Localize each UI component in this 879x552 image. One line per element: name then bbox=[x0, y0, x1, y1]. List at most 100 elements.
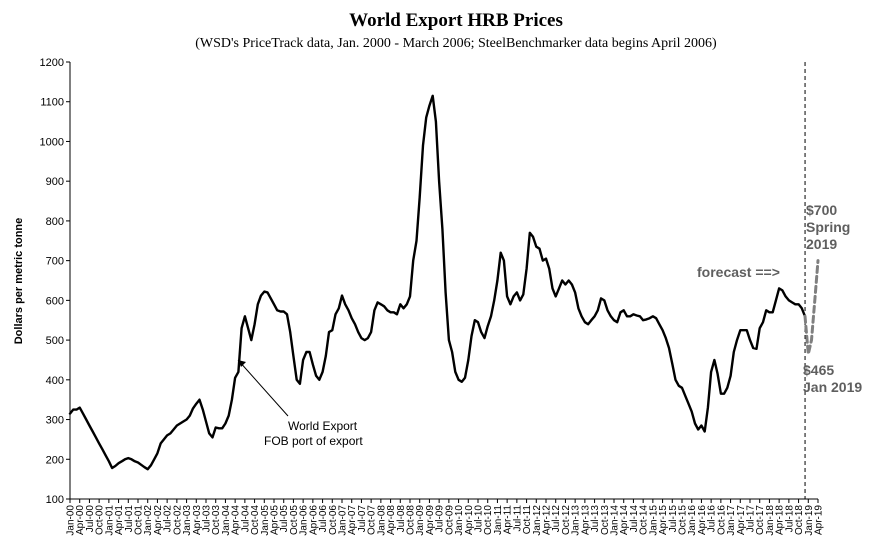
x-tick-label: Jan-00 bbox=[66, 505, 77, 536]
x-tick-label: Apr-06 bbox=[308, 505, 319, 535]
x-tick-label: Oct-01 bbox=[134, 505, 145, 535]
x-tick-label: Oct-15 bbox=[678, 505, 689, 535]
y-tick-label: 300 bbox=[46, 415, 64, 427]
x-tick-label: Jul-02 bbox=[163, 505, 174, 533]
annotation-world-export-line2: FOB port of export bbox=[264, 434, 363, 448]
x-tick-label: Jan-11 bbox=[493, 505, 504, 535]
x-tick-label: Jan-03 bbox=[182, 505, 193, 536]
x-tick-label: Jan-19 bbox=[804, 505, 815, 536]
x-tick-label: Jan-14 bbox=[610, 505, 621, 536]
x-tick-label: Apr-04 bbox=[231, 505, 242, 535]
y-axis-label: Dollars per metric tonne bbox=[13, 218, 25, 345]
x-tick-label: Oct-10 bbox=[483, 505, 494, 535]
x-tick-label: Jul-08 bbox=[396, 505, 407, 533]
x-tick-label: Apr-11 bbox=[503, 505, 514, 535]
x-tick-label: Jan-17 bbox=[726, 505, 737, 536]
x-tick-label: Apr-10 bbox=[464, 505, 475, 535]
axes bbox=[69, 62, 818, 500]
annotation-spring-season: Spring bbox=[806, 219, 850, 235]
x-tick-label: Jan-05 bbox=[260, 505, 271, 536]
x-tick-label: Jul-07 bbox=[357, 505, 368, 533]
x-tick-label: Jan-15 bbox=[648, 505, 659, 536]
y-tick-label: 100 bbox=[46, 494, 64, 506]
x-tick-label: Jan-07 bbox=[338, 505, 349, 536]
x-tick-label: Jul-09 bbox=[435, 505, 446, 533]
x-tick-label: Apr-07 bbox=[347, 505, 358, 535]
x-tick-label: Jul-13 bbox=[590, 505, 601, 533]
chart-subtitle: (WSD's PriceTrack data, Jan. 2000 - Marc… bbox=[195, 36, 717, 51]
x-tick-label: Jul-04 bbox=[240, 505, 251, 533]
annotation-jan-2019: $465 Jan 2019 bbox=[803, 362, 862, 395]
x-tick-label: Apr-19 bbox=[814, 505, 825, 535]
x-tick-label: Jan-12 bbox=[532, 505, 543, 536]
x-tick-label: Oct-11 bbox=[522, 505, 533, 535]
annotation-jan-date: Jan 2019 bbox=[803, 379, 862, 395]
y-tick-label: 400 bbox=[46, 375, 64, 387]
chart-title: World Export HRB Prices bbox=[349, 10, 563, 31]
x-tick-label: Jul-01 bbox=[124, 505, 135, 533]
x-tick-label: Jan-16 bbox=[687, 505, 698, 536]
x-tick-label: Apr-03 bbox=[192, 505, 203, 535]
series-group bbox=[68, 94, 820, 471]
x-tick-label: Jan-04 bbox=[221, 505, 232, 536]
x-tick-label: Jan-13 bbox=[571, 505, 582, 536]
annotation-arrow-line bbox=[237, 359, 289, 417]
x-tick-label: Apr-13 bbox=[580, 505, 591, 535]
x-tick-label: Jan-08 bbox=[376, 505, 387, 536]
x-tick-label: Jan-09 bbox=[415, 505, 426, 536]
x-tick-label: Jul-05 bbox=[279, 505, 290, 533]
y-tick-label: 500 bbox=[46, 335, 64, 347]
x-tick-label: Oct-12 bbox=[561, 505, 572, 535]
annotation-forecast: forecast ==> bbox=[697, 264, 780, 280]
forecast-line bbox=[803, 259, 820, 356]
x-tick-label: Jul-12 bbox=[551, 505, 562, 533]
x-tick-label: Jul-11 bbox=[512, 505, 523, 532]
x-tick-label: Apr-14 bbox=[619, 505, 630, 535]
x-tick-label: Jul-06 bbox=[318, 505, 329, 533]
x-axis-ticks: Jan-00Apr-00Jul-00Oct-00Jan-01Apr-01Jul-… bbox=[66, 499, 825, 536]
x-tick-label: Oct-08 bbox=[406, 505, 417, 535]
y-axis-ticks: 100 200 300 400 500 600 700 800 900 1000 1100 1200 bbox=[40, 57, 70, 506]
x-tick-label: Jul-17 bbox=[746, 505, 757, 533]
x-tick-label: Apr-17 bbox=[736, 505, 747, 535]
annotation-arrowhead bbox=[238, 360, 246, 367]
y-tick-label: 200 bbox=[46, 454, 64, 466]
x-tick-label: Jan-06 bbox=[299, 505, 310, 536]
y-tick-label: 600 bbox=[46, 295, 64, 307]
x-tick-label: Oct-16 bbox=[716, 505, 727, 535]
x-tick-label: Oct-13 bbox=[600, 505, 611, 535]
x-tick-label: Apr-18 bbox=[775, 505, 786, 535]
annotation-spring-price: $700 bbox=[806, 202, 837, 218]
x-tick-label: Jul-03 bbox=[202, 505, 213, 533]
x-tick-label: Apr-15 bbox=[658, 505, 669, 535]
x-tick-label: Oct-04 bbox=[250, 505, 261, 535]
x-tick-label: Jan-01 bbox=[104, 505, 115, 536]
x-tick-label: Oct-14 bbox=[639, 505, 650, 535]
annotation-spring-2019: $700 Spring 2019 bbox=[806, 202, 850, 252]
x-tick-label: Oct-06 bbox=[328, 505, 339, 535]
annotation-jan-price: $465 bbox=[803, 362, 834, 378]
price-line bbox=[68, 94, 807, 471]
x-tick-label: Oct-02 bbox=[172, 505, 183, 535]
y-tick-label: 800 bbox=[46, 216, 64, 228]
x-tick-label: Jul-15 bbox=[668, 505, 679, 533]
x-tick-label: Apr-12 bbox=[542, 505, 553, 535]
y-tick-label: 1000 bbox=[40, 136, 64, 148]
y-tick-label: 1200 bbox=[40, 57, 64, 69]
x-tick-label: Apr-08 bbox=[386, 505, 397, 535]
x-tick-label: Apr-02 bbox=[153, 505, 164, 535]
x-tick-label: Jan-10 bbox=[454, 505, 465, 536]
x-tick-label: Apr-05 bbox=[270, 505, 281, 535]
x-tick-label: Apr-01 bbox=[114, 505, 125, 535]
x-tick-label: Apr-09 bbox=[425, 505, 436, 535]
x-tick-label: Oct-07 bbox=[367, 505, 378, 535]
x-tick-label: Apr-00 bbox=[75, 505, 86, 535]
y-tick-label: 900 bbox=[46, 176, 64, 188]
x-tick-label: Jul-16 bbox=[707, 505, 718, 533]
annotation-spring-year: 2019 bbox=[806, 236, 837, 252]
x-tick-label: Oct-17 bbox=[755, 505, 766, 535]
y-tick-label: 700 bbox=[46, 256, 64, 268]
x-tick-label: Jul-10 bbox=[474, 505, 485, 533]
x-tick-label: Apr-16 bbox=[697, 505, 708, 535]
